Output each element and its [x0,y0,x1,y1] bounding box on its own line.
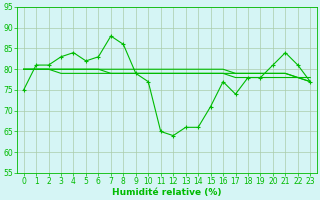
X-axis label: Humidité relative (%): Humidité relative (%) [112,188,222,197]
